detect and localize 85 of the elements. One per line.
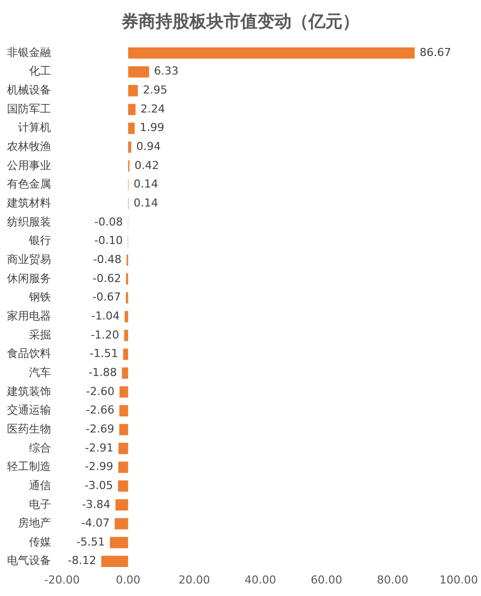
x-tick-label: 60.00: [310, 573, 342, 586]
bar: [126, 292, 128, 304]
y-tick-label: 钢铁: [28, 290, 51, 304]
y-tick-label: 国防军工: [7, 102, 51, 116]
chart-title: 券商持股板块市值变动（亿元）: [120, 11, 360, 34]
bar: [119, 424, 128, 436]
bar: [120, 386, 128, 398]
data-label: -0.08: [94, 215, 123, 228]
data-label: -0.48: [93, 252, 122, 266]
bar: [123, 348, 128, 360]
data-label: -1.88: [88, 366, 117, 379]
bar: [128, 47, 415, 59]
bar: [124, 310, 128, 322]
y-tick-label: 化工: [29, 64, 51, 78]
y-tick-label: 汽车: [29, 366, 51, 379]
bar: [119, 405, 128, 416]
bar: [122, 367, 128, 379]
data-label: -3.84: [82, 498, 110, 511]
x-tick-label: -20.00: [44, 573, 80, 586]
bar: [128, 122, 135, 134]
bar: [118, 442, 128, 454]
bar: [101, 556, 128, 568]
data-label: -1.51: [90, 347, 118, 360]
data-label: -4.07: [81, 516, 110, 530]
data-label: -0.10: [94, 234, 123, 248]
data-label: 0.14: [134, 196, 158, 210]
x-tick-label: 80.00: [376, 573, 408, 586]
y-tick-label: 机械设备: [7, 84, 51, 97]
x-tick-label: 40.00: [244, 573, 276, 586]
bar: [124, 330, 128, 342]
data-label: 0.42: [134, 158, 160, 172]
data-label: -2.99: [84, 460, 114, 474]
bar: [115, 499, 128, 511]
bar: [128, 142, 132, 153]
y-tick-label: 综合: [29, 441, 51, 454]
y-tick-label: 商业贸易: [7, 252, 51, 266]
data-label: 2.24: [140, 102, 166, 116]
data-label: -0.62: [92, 272, 122, 285]
data-label: -8.12: [68, 554, 96, 568]
bar: [128, 85, 138, 96]
x-tick-label: 100.00: [440, 573, 478, 586]
y-tick-label: 纺织服装: [7, 215, 51, 228]
bar: [118, 462, 128, 473]
bar: [110, 536, 128, 548]
y-tick-label: 非银金融: [7, 46, 51, 59]
x-tick-label: 0.00: [116, 573, 140, 586]
y-tick-label: 传媒: [29, 535, 51, 548]
data-label: -0.67: [92, 290, 121, 304]
y-tick-label: 电气设备: [7, 554, 51, 568]
data-label: -2.60: [86, 384, 115, 398]
y-tick-label: 交通运输: [7, 404, 51, 417]
y-tick-label: 电子: [29, 498, 51, 511]
bar: [128, 104, 136, 116]
y-tick-label: 农林牧渔: [7, 140, 51, 154]
data-label: -2.66: [86, 404, 114, 417]
data-label: -1.04: [91, 309, 120, 322]
data-label: -2.91: [85, 441, 114, 454]
data-label: 0.14: [134, 178, 158, 191]
x-tick-label: 20.00: [178, 573, 210, 586]
y-tick-label: 食品饮料: [7, 347, 51, 360]
bar: [128, 66, 150, 78]
data-label: 1.99: [140, 121, 164, 134]
y-tick-label: 通信: [29, 478, 51, 492]
y-tick-label: 房地产: [18, 516, 51, 530]
y-tick-label: 轻工制造: [7, 460, 51, 474]
data-label: -3.05: [84, 478, 114, 492]
data-label: 6.33: [154, 64, 179, 78]
bar: [114, 518, 128, 530]
data-label: -5.51: [76, 535, 105, 548]
data-label: 0.94: [136, 140, 161, 154]
data-label: -2.69: [86, 422, 114, 436]
data-label: 2.95: [142, 84, 168, 97]
y-tick-label: 有色金属: [7, 178, 51, 191]
y-tick-label: 采掘: [29, 328, 51, 342]
y-tick-label: 建筑装饰: [6, 384, 51, 398]
y-tick-label: 建筑材料: [6, 196, 51, 210]
data-label: -1.20: [90, 328, 120, 342]
y-tick-label: 计算机: [18, 121, 51, 134]
y-tick-label: 医药生物: [7, 422, 51, 436]
y-tick-label: 家用电器: [7, 309, 51, 322]
bar: [118, 480, 128, 492]
y-tick-label: 银行: [28, 234, 51, 248]
y-tick-label: 休闲服务: [7, 272, 51, 285]
y-tick-label: 公用事业: [7, 158, 51, 172]
data-label: 86.67: [420, 46, 452, 59]
